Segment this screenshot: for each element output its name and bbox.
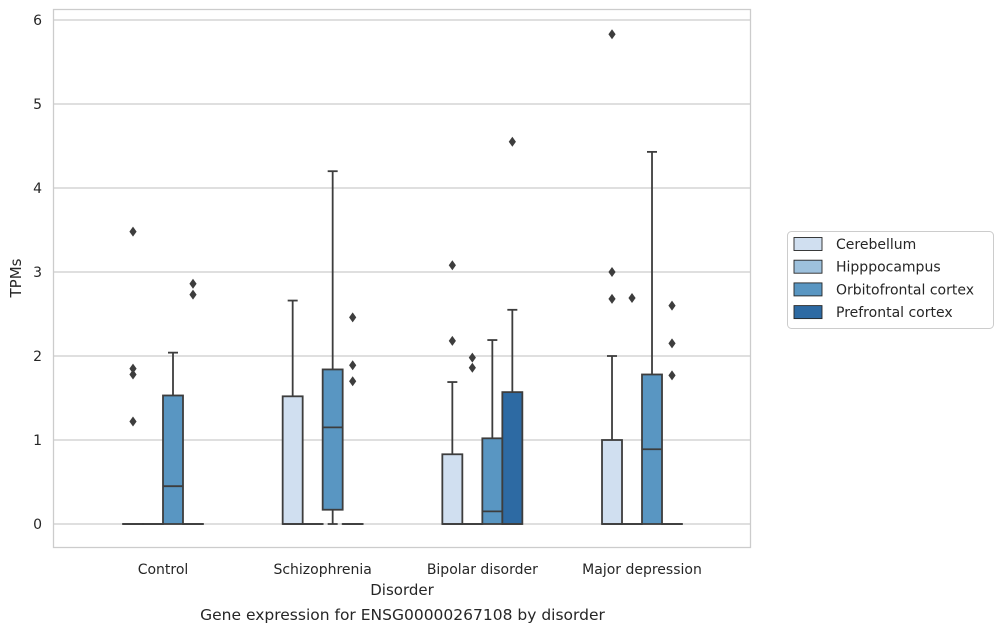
box [501, 391, 524, 525]
outlier-point [608, 29, 616, 40]
legend-swatch [793, 259, 823, 274]
box [601, 439, 623, 525]
box-orbitofrontal-cortex [162, 351, 184, 525]
y-axis-ticks: 0 1 2 3 4 5 6 [33, 13, 42, 533]
y-tick-label: 0 [33, 517, 42, 533]
box-cerebellum [441, 260, 464, 525]
x-tick-label: Schizophrenia [273, 562, 371, 578]
legend-swatch [793, 282, 823, 297]
outlier-point [508, 136, 516, 147]
outlier-point [349, 376, 357, 387]
legend-label: Hipppocampus [836, 260, 941, 276]
box-orbitofrontal-cortex [481, 339, 504, 525]
outlier-point [628, 293, 636, 304]
outlier-point [668, 338, 676, 349]
legend-label: Prefrontal cortex [836, 305, 953, 321]
y-axis-title: TPMs [7, 258, 25, 298]
legend-swatch [793, 237, 823, 251]
box [441, 453, 464, 525]
box [321, 368, 344, 511]
outlier-point [189, 278, 197, 289]
outlier-point [608, 267, 616, 277]
x-axis-title: Disorder [370, 581, 434, 599]
outlier-point [468, 362, 476, 373]
box-hipppocampus [461, 352, 484, 525]
legend-label: Orbitofrontal cortex [836, 282, 974, 298]
outlier-point [349, 360, 357, 371]
outlier-point [468, 352, 476, 363]
outlier-point [448, 335, 456, 346]
x-tick-label: Control [138, 562, 189, 578]
chart-caption: Gene expression for ENSG00000267108 by d… [200, 606, 605, 624]
legend-swatch [793, 305, 823, 320]
outlier-point [189, 289, 197, 300]
x-tick-label: Bipolar disorder [427, 562, 538, 578]
box-cerebellum [281, 299, 304, 525]
legend-frame [787, 231, 994, 329]
y-tick-label: 6 [33, 13, 42, 29]
box-prefrontal-cortex [661, 300, 683, 525]
y-tick-label: 5 [33, 97, 42, 113]
outlier-point [448, 260, 456, 271]
outlier-point [668, 300, 676, 311]
outlier-point [129, 369, 137, 380]
legend-label: Cerebellum [836, 237, 916, 253]
x-tick-label: Major depression [582, 562, 702, 578]
box-hipppocampus [621, 293, 643, 525]
y-tick-label: 1 [33, 433, 42, 449]
box-prefrontal-cortex [341, 312, 364, 525]
legend: Cerebellum Hipppocampus Orbitofrontal cort… [787, 231, 994, 329]
y-tick-label: 2 [33, 349, 42, 365]
plot-area-frame [52, 8, 752, 549]
box-orbitofrontal-cortex [641, 150, 663, 525]
box-cerebellum [601, 29, 623, 525]
outlier-point [349, 312, 357, 323]
y-tick-label: 3 [33, 265, 42, 281]
outlier-point [668, 370, 676, 381]
box [162, 394, 184, 525]
x-axis-ticks: Control Schizophrenia Bipolar disorder Majo… [138, 562, 702, 578]
outlier-point [129, 416, 137, 427]
box-orbitofrontal-cortex [321, 170, 344, 525]
outlier-point [129, 226, 137, 237]
box-prefrontal-cortex [182, 278, 204, 525]
outlier-point [608, 293, 616, 304]
box-cerebellum [122, 226, 144, 525]
y-tick-label: 4 [33, 181, 42, 197]
outlier-point [129, 363, 137, 374]
box-plot-series [122, 29, 683, 525]
box-prefrontal-cortex [501, 136, 524, 525]
box [281, 395, 304, 525]
